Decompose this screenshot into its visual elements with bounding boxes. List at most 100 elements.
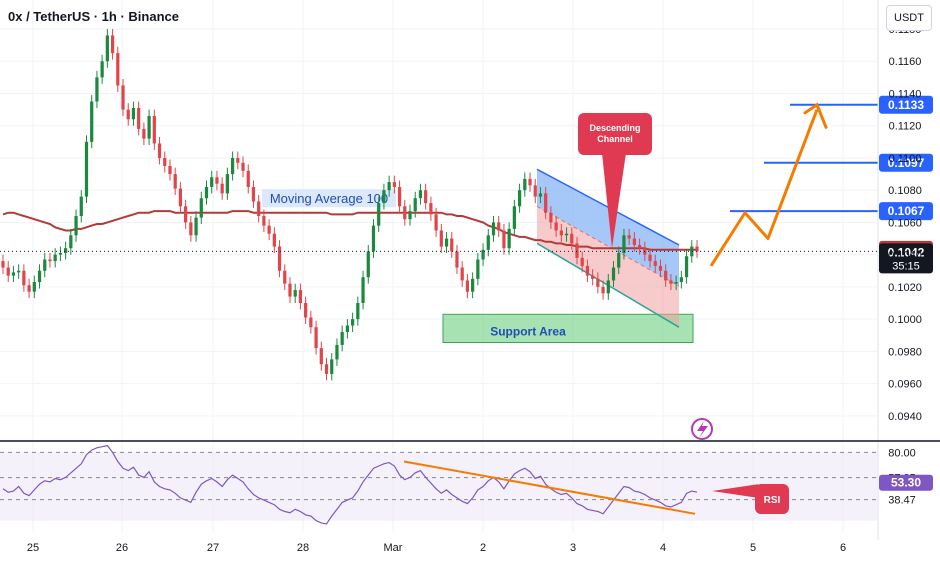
- candle-body: [517, 190, 522, 207]
- price-tick-label: 0.1060: [888, 217, 922, 229]
- candle-body: [340, 332, 344, 345]
- candles: [1, 29, 699, 381]
- candle-body: [533, 185, 537, 197]
- candle-body: [538, 193, 543, 197]
- moving-average-line: [2, 210, 697, 251]
- time-tick-label: 4: [660, 542, 666, 554]
- candle-body: [512, 206, 516, 229]
- candle-body: [429, 203, 433, 215]
- candle-body: [523, 178, 527, 191]
- candle-body: [53, 254, 57, 262]
- candle-body: [37, 270, 42, 283]
- candle-body: [267, 225, 271, 234]
- candle-body: [74, 215, 78, 236]
- rsi-trendline: [403, 460, 696, 515]
- candle-body: [570, 233, 574, 244]
- candle-body: [84, 141, 89, 197]
- candle-body: [63, 248, 68, 254]
- candle-body: [251, 186, 256, 202]
- candle-body: [262, 215, 266, 226]
- projected-path: [709, 109, 819, 267]
- candle-body: [314, 327, 318, 349]
- price-tick-label: 0.1100: [889, 153, 922, 165]
- channel-callout-pointer: [602, 153, 626, 249]
- candle-body: [210, 177, 214, 187]
- countdown-label: 35:15: [892, 260, 920, 272]
- candle-body: [324, 364, 329, 374]
- channel-callout-label-1: Descending: [589, 123, 640, 133]
- channel-callout-label-2: Channel: [597, 134, 633, 144]
- candle-body: [225, 174, 229, 194]
- candle-body: [69, 235, 73, 249]
- candle-body: [345, 325, 350, 333]
- channel-mid-line: [536, 205, 680, 287]
- candle-body: [95, 77, 99, 102]
- time-tick-label: 3: [570, 542, 576, 554]
- price-tick-label: 0.1140: [889, 88, 922, 100]
- candle-body: [444, 238, 449, 247]
- channel-callout-box: [578, 113, 652, 155]
- candle-body: [450, 238, 454, 252]
- support-zone: [442, 313, 694, 343]
- candle-body: [241, 162, 245, 171]
- candle-body: [502, 230, 506, 249]
- candle-body: [377, 203, 381, 226]
- candle-body: [622, 235, 626, 254]
- candle-body: [257, 201, 261, 216]
- price-tick-label: 0.1120: [889, 121, 922, 133]
- rsi-value-tag-bg: [879, 474, 933, 491]
- candle-body: [559, 230, 563, 236]
- candle-body: [664, 270, 668, 281]
- candle-body: [371, 225, 376, 252]
- candle-body: [79, 196, 83, 216]
- candle-body: [330, 359, 334, 374]
- rsi-band: [0, 452, 878, 521]
- candle-body: [178, 188, 183, 207]
- candle-body: [121, 85, 125, 110]
- chart-title: 0x / TetherUS · 1h · Binance: [8, 9, 179, 24]
- candle-body: [58, 253, 63, 255]
- candle-body: [137, 107, 141, 129]
- candle-body: [575, 243, 579, 258]
- grid: [0, 0, 878, 532]
- candle-body: [392, 182, 396, 187]
- candle-body: [157, 143, 162, 158]
- candle-body: [163, 157, 167, 167]
- candle-body: [17, 270, 21, 273]
- candle-body: [6, 267, 10, 276]
- candle-body: [632, 238, 637, 245]
- candle-body: [48, 259, 52, 262]
- candle-body: [215, 177, 219, 184]
- price-tick-label: 0.1080: [888, 185, 922, 197]
- candle-body: [580, 257, 584, 266]
- candle-body: [491, 222, 496, 236]
- ma-label-bg: [262, 189, 396, 208]
- candle-body: [549, 212, 553, 223]
- currency-button[interactable]: USDT: [886, 5, 932, 31]
- candle-body: [690, 246, 694, 257]
- candle-body: [184, 206, 188, 223]
- candle-body: [22, 270, 26, 286]
- candle-body: [309, 317, 313, 328]
- candle-body: [653, 261, 657, 266]
- price-tick-label: 0.0980: [888, 346, 922, 358]
- level-tag-bg: [879, 95, 933, 114]
- rsi-value-tag: 53.30: [891, 476, 921, 490]
- price-tick-label: 0.0960: [888, 379, 922, 391]
- candle-body: [627, 235, 631, 239]
- rsi-callout-pointer: [712, 484, 758, 498]
- candle-body: [617, 253, 621, 268]
- candle-body: [43, 259, 47, 271]
- candle-body: [601, 286, 605, 294]
- candle-body: [350, 319, 355, 326]
- candle-body: [90, 101, 94, 142]
- time-tick-label: 6: [840, 542, 846, 554]
- candle-body: [439, 230, 443, 247]
- candle-body: [361, 277, 365, 304]
- rsi-line: [2, 444, 698, 525]
- channel-upper-fill: [537, 169, 679, 287]
- candle-body: [465, 280, 470, 292]
- time-tick-label: 5: [750, 542, 756, 554]
